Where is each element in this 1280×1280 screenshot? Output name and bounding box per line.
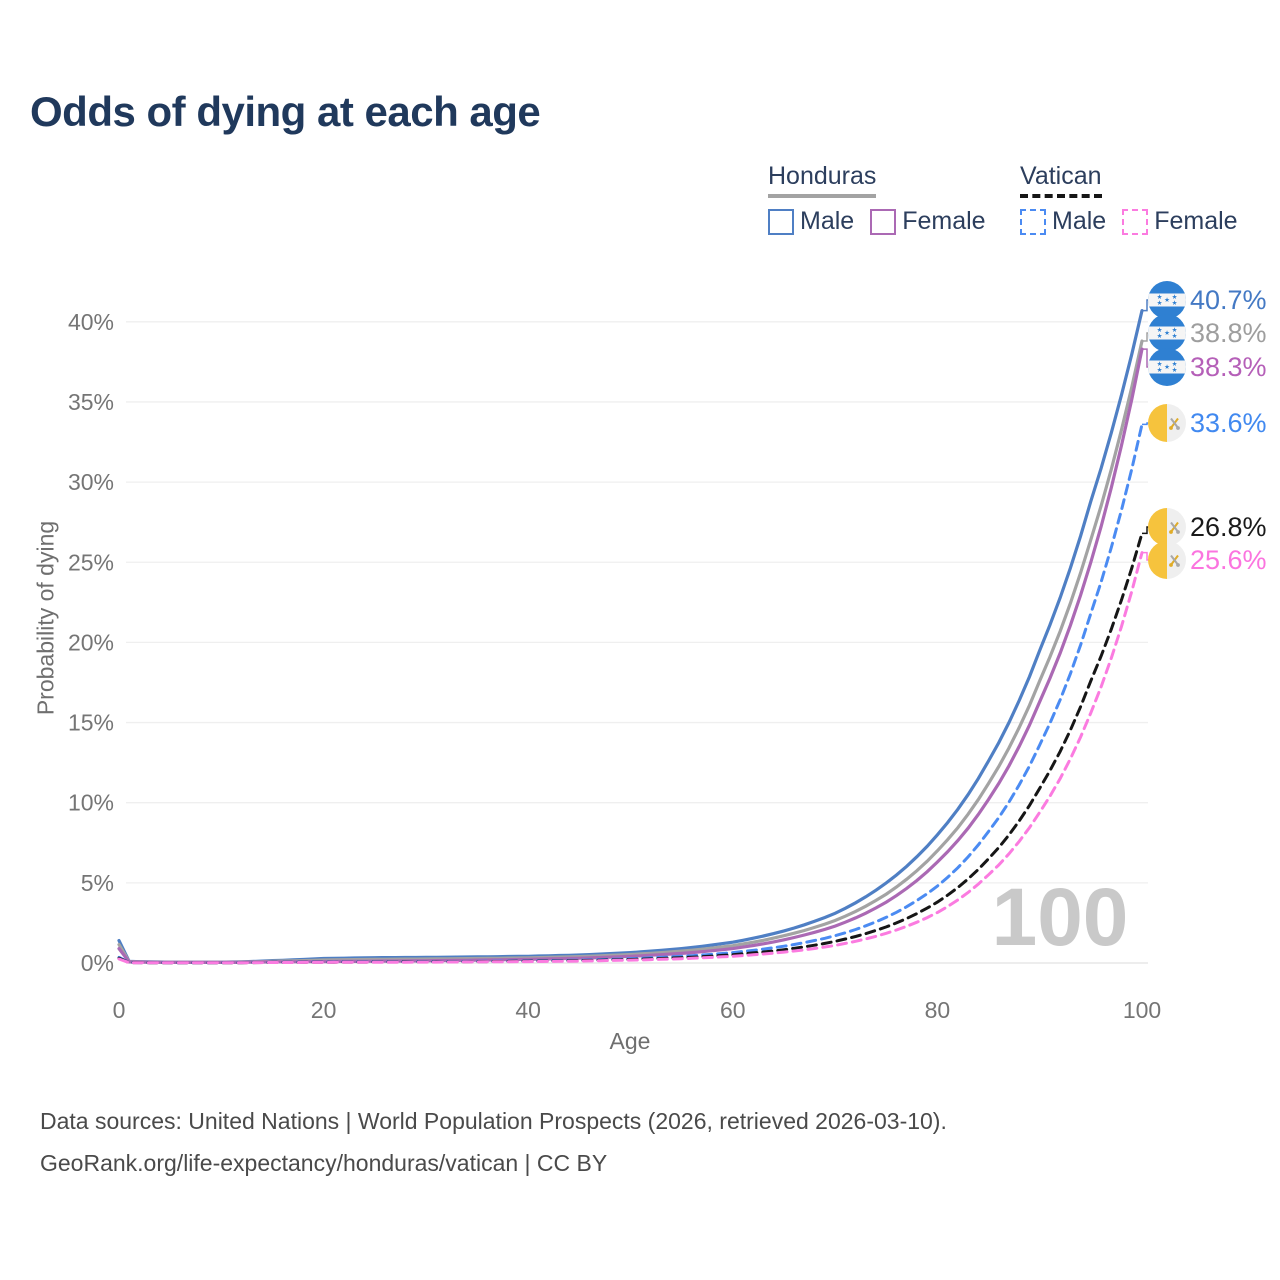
vatican-flag-icon: [1148, 404, 1186, 442]
legend-country-honduras[interactable]: Honduras: [768, 162, 877, 198]
y-tick-label: 20%: [68, 629, 114, 655]
x-tick-label: 100: [1123, 997, 1161, 1023]
y-tick-label: 40%: [68, 309, 114, 335]
end-label-vatican-both: 26.8%: [1190, 512, 1267, 542]
vatican-flag-icon: [1148, 541, 1186, 579]
svg-text:★: ★: [1172, 326, 1178, 334]
series-line-vatican-both[interactable]: [117, 531, 1144, 965]
svg-text:★: ★: [1157, 366, 1163, 374]
series-line-vatican-male[interactable]: [117, 422, 1144, 965]
svg-text:★: ★: [1172, 299, 1178, 307]
legend-label-honduras-male[interactable]: Male: [800, 207, 855, 235]
end-label-honduras-male: 40.7%: [1190, 285, 1267, 315]
legend-label-honduras-female[interactable]: Female: [902, 207, 986, 235]
legend-swatch-honduras-female[interactable]: [870, 208, 897, 235]
end-label-honduras-female: 38.3%: [1190, 352, 1267, 382]
legend-swatch-vatican-male[interactable]: [1020, 208, 1046, 235]
svg-text:★: ★: [1157, 293, 1163, 301]
age-watermark: 100: [991, 872, 1129, 963]
series-line-honduras-both[interactable]: [117, 339, 1144, 964]
x-tick-label: 60: [720, 997, 746, 1023]
honduras-flag-icon: ★★ ★★ ★: [1148, 281, 1186, 319]
series-line-honduras-female[interactable]: [117, 347, 1144, 964]
svg-text:★: ★: [1172, 332, 1178, 340]
y-tick-label: 10%: [68, 790, 114, 816]
legend-group-vatican: Vatican Male Female: [1020, 162, 1254, 236]
vatican-flag-icon: [1148, 508, 1186, 546]
series-line-honduras-male[interactable]: [117, 309, 1144, 964]
svg-text:★: ★: [1157, 326, 1163, 334]
legend-country-vatican[interactable]: Vatican: [1020, 162, 1102, 198]
svg-text:★: ★: [1172, 366, 1178, 374]
legend-label-vatican-female[interactable]: Female: [1154, 207, 1238, 235]
x-tick-label: 0: [113, 997, 126, 1023]
legend-label-vatican-male[interactable]: Male: [1052, 207, 1107, 235]
footer-attribution-link: GeoRank.org/life-expectancy/honduras/vat…: [40, 1150, 608, 1176]
svg-text:★: ★: [1164, 363, 1170, 371]
end-label-vatican-male: 33.6%: [1190, 408, 1267, 438]
end-label-honduras-both: 38.8%: [1190, 318, 1267, 348]
y-tick-label: 35%: [68, 389, 114, 415]
svg-text:★: ★: [1172, 360, 1178, 368]
page-title: Odds of dying at each age: [30, 88, 541, 135]
y-tick-label: 15%: [68, 710, 114, 736]
series-line-vatican-female[interactable]: [117, 551, 1144, 965]
x-axis-title: Age: [609, 1028, 651, 1054]
x-tick-label: 80: [925, 997, 951, 1023]
y-tick-label: 30%: [68, 469, 114, 495]
svg-text:★: ★: [1157, 299, 1163, 307]
y-tick-label: 0%: [81, 950, 114, 976]
legend-swatch-vatican-female[interactable]: [1122, 208, 1149, 235]
legend-row-honduras: Male Female: [768, 207, 1002, 236]
x-tick-label: 20: [311, 997, 337, 1023]
y-tick-label: 25%: [68, 549, 114, 575]
footer-data-sources: Data sources: United Nations | World Pop…: [40, 1108, 947, 1134]
legend-group-honduras: Honduras Male Female: [768, 162, 1002, 236]
honduras-flag-icon: ★★ ★★ ★: [1148, 314, 1186, 352]
svg-text:★: ★: [1172, 293, 1178, 301]
legend-row-vatican: Male Female: [1020, 207, 1254, 236]
svg-text:★: ★: [1164, 296, 1170, 304]
svg-text:★: ★: [1157, 360, 1163, 368]
svg-text:★: ★: [1157, 332, 1163, 340]
svg-text:★: ★: [1164, 329, 1170, 337]
y-tick-label: 5%: [81, 870, 114, 896]
honduras-flag-icon: ★★ ★★ ★: [1148, 348, 1186, 386]
end-label-vatican-female: 25.6%: [1190, 545, 1267, 575]
legend-swatch-honduras-male[interactable]: [768, 208, 794, 235]
x-tick-label: 40: [515, 997, 541, 1023]
y-axis-title: Probability of dying: [32, 520, 59, 716]
